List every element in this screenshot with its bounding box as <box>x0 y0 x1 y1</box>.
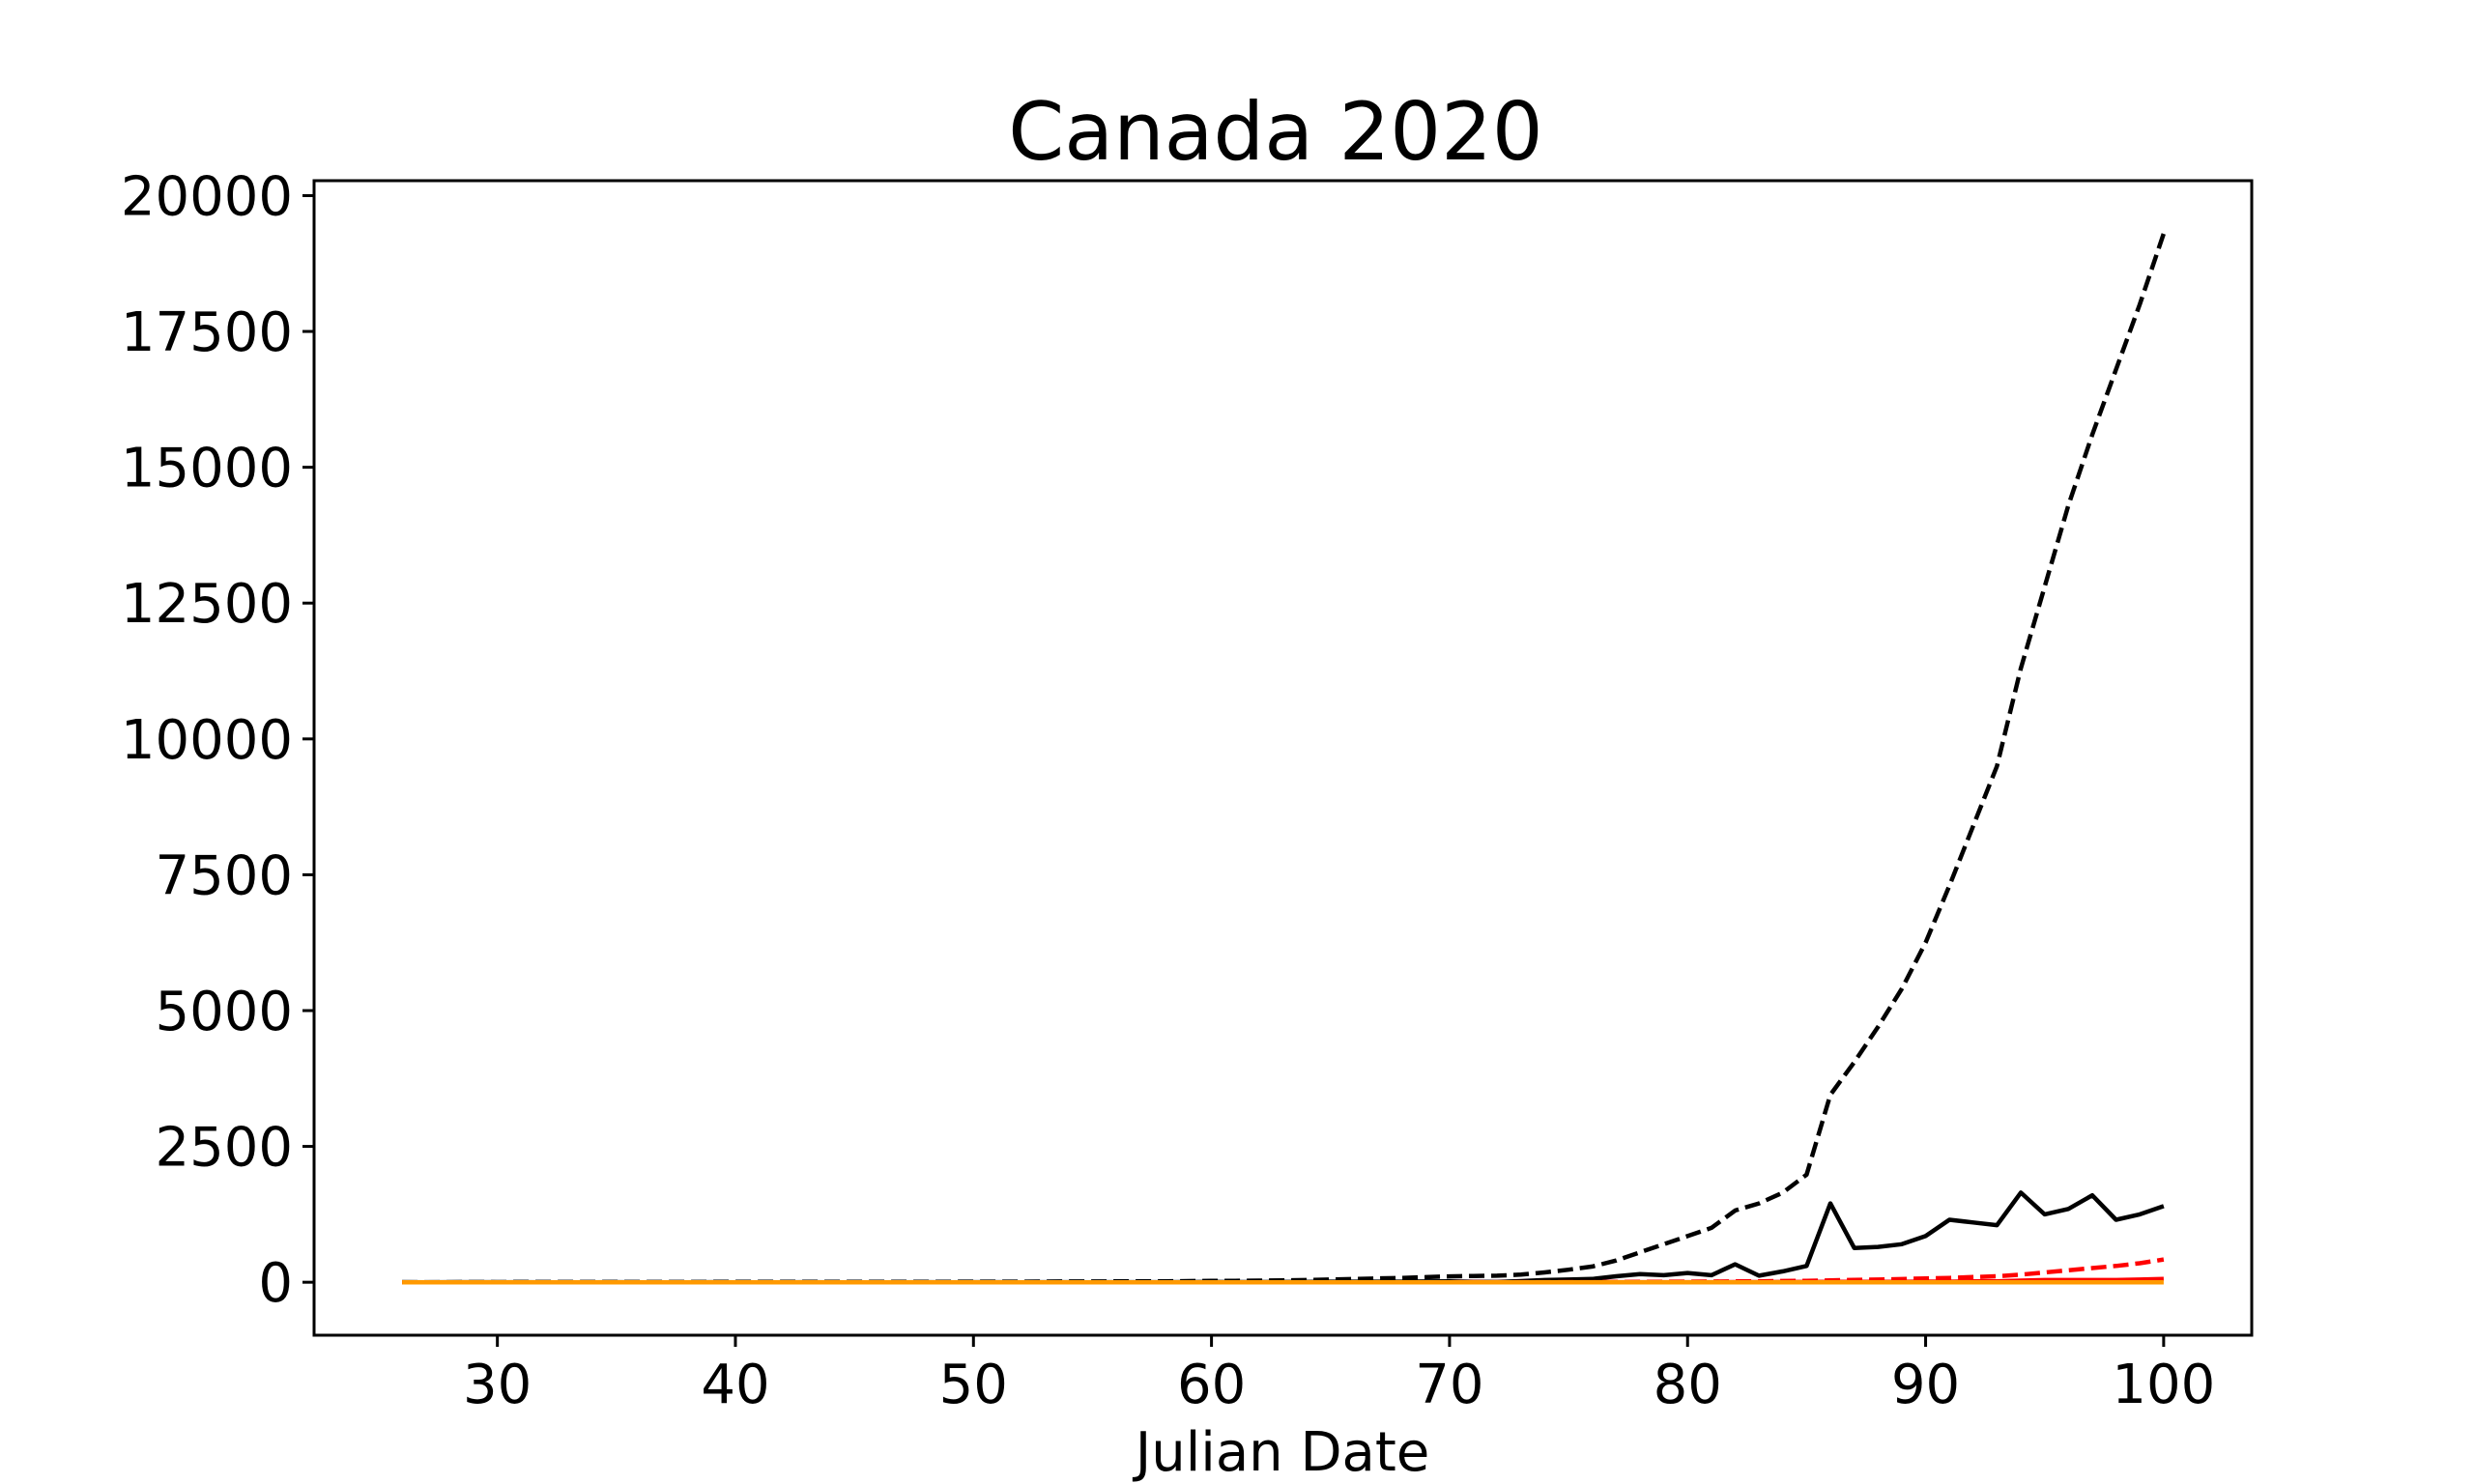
x-tick-label: 50 <box>939 1354 1008 1416</box>
x-tick-label: 30 <box>463 1354 532 1416</box>
x-tick-label: 70 <box>1415 1354 1483 1416</box>
y-tick-label: 7500 <box>155 844 293 907</box>
series-line-1 <box>402 1190 2165 1285</box>
y-tick-label: 0 <box>258 1252 293 1315</box>
chart-title: Canada 2020 <box>1008 85 1542 179</box>
y-tick-label: 17500 <box>121 301 293 364</box>
x-tick-label: 40 <box>701 1354 769 1416</box>
y-tick-label: 5000 <box>155 981 293 1043</box>
plot-lines <box>402 233 2167 1285</box>
x-tick-label: 100 <box>2112 1354 2215 1416</box>
y-tick-label: 10000 <box>121 709 293 772</box>
y-tick-label: 12500 <box>121 573 293 636</box>
x-axis-label: Julian Date <box>1133 1421 1430 1484</box>
x-axis-ticks: 30 40 50 60 70 80 90 100 <box>463 1335 2215 1416</box>
y-tick-label: 2500 <box>155 1117 293 1180</box>
y-tick-label: 15000 <box>121 438 293 500</box>
axes-frame <box>312 179 2254 1337</box>
x-tick-label: 80 <box>1654 1354 1722 1416</box>
x-tick-label: 90 <box>1891 1354 1960 1416</box>
series-line-0 <box>402 233 2167 1285</box>
y-tick-label: 20000 <box>121 165 293 228</box>
x-tick-label: 60 <box>1177 1354 1246 1416</box>
y-axis-ticks: 0 2500 5000 7500 10000 12500 15000 17500 20000 <box>121 165 314 1315</box>
